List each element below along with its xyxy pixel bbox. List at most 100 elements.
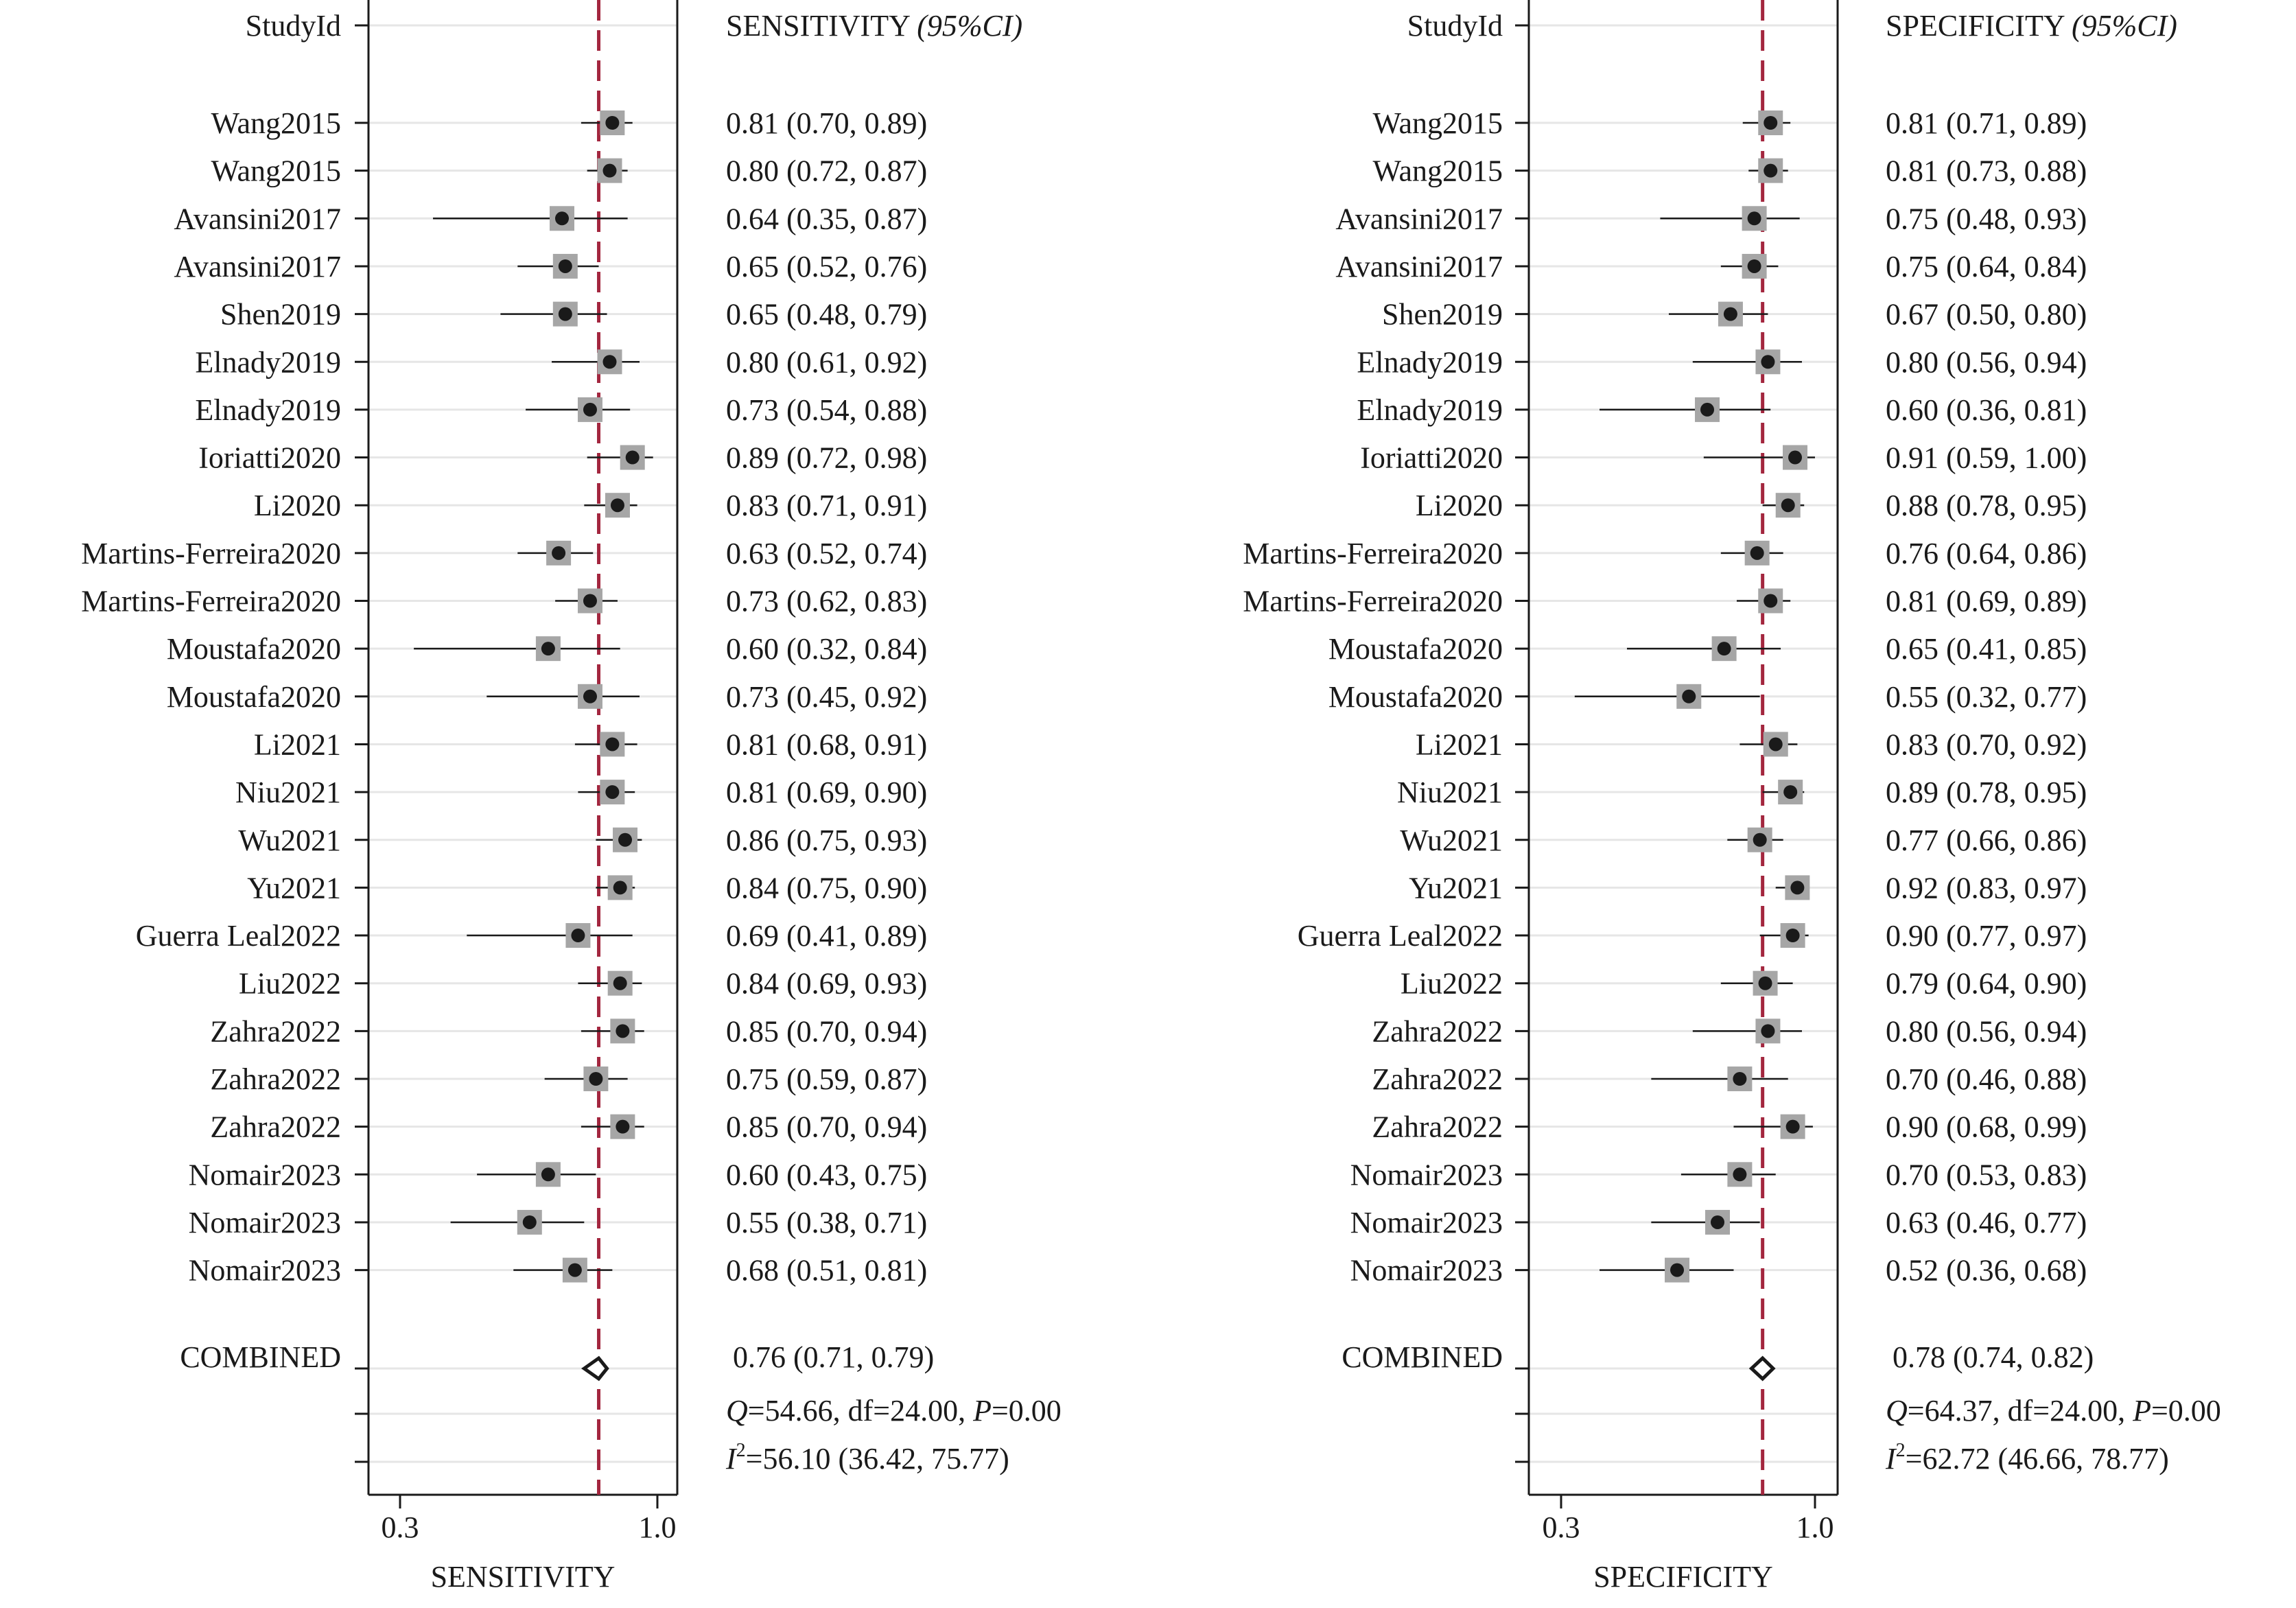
column-header-metric: SENSITIVITY (95%CI) <box>726 9 1022 43</box>
ci-value-text: 0.73 (0.62, 0.83) <box>726 585 927 618</box>
study-row: Wu2021 0.86 (0.75, 0.93) <box>238 824 927 857</box>
ci-value-text: 0.81 (0.69, 0.89) <box>1886 585 2087 618</box>
combined-value-text: 0.76 (0.71, 0.79) <box>733 1340 934 1374</box>
ci-value-text: 0.79 (0.64, 0.90) <box>1886 967 2087 1001</box>
ci-value-text: 0.85 (0.70, 0.94) <box>726 1014 927 1048</box>
point-estimate <box>605 116 620 130</box>
study-label: Zahra2022 <box>210 1110 341 1144</box>
point-estimate <box>613 881 627 895</box>
ci-value-text: 0.85 (0.70, 0.94) <box>726 1110 927 1144</box>
study-row: Nomair2023 0.60 (0.43, 0.75) <box>189 1158 928 1191</box>
combined-label: COMBINED <box>180 1340 341 1374</box>
study-row: Martins-Ferreira2020 0.73 (0.62, 0.83) <box>81 585 927 618</box>
study-label: Nomair2023 <box>189 1254 341 1287</box>
point-estimate <box>1764 594 1778 608</box>
point-estimate <box>1747 211 1761 226</box>
point-estimate <box>1788 450 1803 465</box>
study-label: Shen2019 <box>220 298 341 331</box>
study-label: Wu2021 <box>1400 824 1503 857</box>
study-row: Moustafa2020 0.55 (0.32, 0.77) <box>1328 680 2087 714</box>
ci-value-text: 0.75 (0.64, 0.84) <box>1886 250 2087 283</box>
combined-label: COMBINED <box>1342 1340 1503 1374</box>
ci-value-text: 0.91 (0.59, 1.00) <box>1886 441 2087 475</box>
point-estimate <box>522 1215 537 1229</box>
study-label: Nomair2023 <box>189 1158 341 1191</box>
point-estimate <box>625 450 640 465</box>
ci-value-text: 0.92 (0.83, 0.97) <box>1886 871 2087 905</box>
point-estimate <box>1768 737 1783 751</box>
point-estimate <box>602 163 617 178</box>
study-label: Yu2021 <box>247 871 341 905</box>
study-label: Moustafa2020 <box>1328 680 1503 714</box>
ci-value-text: 0.65 (0.52, 0.76) <box>726 250 927 283</box>
ci-value-text: 0.80 (0.61, 0.92) <box>726 345 927 379</box>
study-label: Zahra2022 <box>1372 1062 1503 1096</box>
study-label: Nomair2023 <box>1350 1158 1503 1191</box>
ci-value-text: 0.80 (0.56, 0.94) <box>1886 345 2087 379</box>
ci-value-text: 0.83 (0.71, 0.91) <box>726 489 927 522</box>
study-label: Li2021 <box>1416 727 1503 761</box>
ci-value-text: 0.63 (0.46, 0.77) <box>1886 1206 2087 1239</box>
study-row: Yu2021 0.84 (0.75, 0.90) <box>247 871 927 905</box>
study-row: Moustafa2020 0.73 (0.45, 0.92) <box>167 680 928 714</box>
ci-value-text: 0.65 (0.41, 0.85) <box>1886 632 2087 666</box>
study-row: Shen2019 0.67 (0.50, 0.80) <box>1382 298 2087 331</box>
study-label: Shen2019 <box>1382 298 1503 331</box>
ci-value-text: 0.77 (0.66, 0.86) <box>1886 824 2087 857</box>
ci-value-text: 0.89 (0.72, 0.98) <box>726 441 927 475</box>
study-label: Guerra Leal2022 <box>136 919 341 953</box>
point-estimate <box>567 1263 582 1277</box>
study-label: Wang2015 <box>211 154 341 188</box>
point-estimate <box>589 1072 603 1086</box>
study-row: Li2021 0.83 (0.70, 0.92) <box>1416 727 2087 761</box>
study-label: Elnady2019 <box>1357 345 1503 379</box>
study-row: Li2020 0.83 (0.71, 0.91) <box>254 489 927 522</box>
ci-value-text: 0.55 (0.32, 0.77) <box>1886 680 2087 714</box>
study-label: Li2020 <box>254 489 341 522</box>
study-label: Wu2021 <box>238 824 341 857</box>
study-row: Wang2015 0.80 (0.72, 0.87) <box>211 154 927 188</box>
ci-value-text: 0.73 (0.45, 0.92) <box>726 680 927 714</box>
ci-value-text: 0.84 (0.69, 0.93) <box>726 967 927 1001</box>
i-squared-text: I2=62.72 (46.66, 78.77) <box>1885 1440 2169 1476</box>
point-estimate <box>583 594 597 608</box>
study-row: Niu2021 0.81 (0.69, 0.90) <box>235 776 927 809</box>
point-estimate <box>571 929 585 943</box>
study-label: Moustafa2020 <box>167 680 341 714</box>
study-row: Martins-Ferreira2020 0.63 (0.52, 0.74) <box>81 537 927 570</box>
ci-value-text: 0.90 (0.77, 0.97) <box>1886 919 2087 953</box>
study-label: Martins-Ferreira2020 <box>1243 537 1503 570</box>
q-statistic-text: Q=64.37, df=24.00, P=0.00 <box>1886 1394 2221 1428</box>
point-estimate <box>1761 355 1775 369</box>
study-label: Ioriatti2020 <box>1360 441 1503 475</box>
ci-value-text: 0.52 (0.36, 0.68) <box>1886 1254 2087 1287</box>
study-label: Liu2022 <box>1401 967 1503 1001</box>
point-estimate <box>1711 1215 1725 1229</box>
specificity-panel: 0.3 1.0 SPECIFICITY StudyId SPECIFICITY (95%… <box>1243 0 2221 1594</box>
ci-value-text: 0.68 (0.51, 0.81) <box>726 1254 927 1287</box>
study-row: Elnady2019 0.60 (0.36, 0.81) <box>1357 393 2087 427</box>
point-estimate <box>1750 546 1764 560</box>
point-estimate <box>613 976 627 990</box>
study-row: Nomair2023 0.70 (0.53, 0.83) <box>1350 1158 2087 1191</box>
combined-value-text: 0.78 (0.74, 0.82) <box>1893 1340 2094 1374</box>
sensitivity-panel: 0.3 1.0 SENSITIVITY StudyId SENSITIVITY (95%… <box>81 0 1062 1594</box>
ci-value-text: 0.80 (0.56, 0.94) <box>1886 1014 2087 1048</box>
point-estimate <box>1790 881 1805 895</box>
column-header-metric: SPECIFICITY (95%CI) <box>1886 9 2177 43</box>
study-label: Wang2015 <box>1372 154 1503 188</box>
point-estimate <box>1733 1072 1747 1086</box>
point-estimate <box>1670 1263 1685 1277</box>
x-axis-title: SENSITIVITY <box>431 1560 616 1594</box>
study-row: Avansini2017 0.75 (0.64, 0.84) <box>1335 250 2087 283</box>
study-label: Guerra Leal2022 <box>1298 919 1503 953</box>
q-statistic-text: Q=54.66, df=24.00, P=0.00 <box>726 1394 1062 1428</box>
study-label: Nomair2023 <box>1350 1254 1503 1287</box>
study-row: Zahra2022 0.85 (0.70, 0.94) <box>210 1110 927 1144</box>
ci-value-text: 0.60 (0.43, 0.75) <box>726 1158 927 1191</box>
study-label: Martins-Ferreira2020 <box>81 537 341 570</box>
ci-value-text: 0.81 (0.68, 0.91) <box>726 727 927 761</box>
study-row: Nomair2023 0.68 (0.51, 0.81) <box>189 1254 928 1287</box>
point-estimate <box>1758 976 1772 990</box>
ci-value-text: 0.65 (0.48, 0.79) <box>726 298 927 331</box>
